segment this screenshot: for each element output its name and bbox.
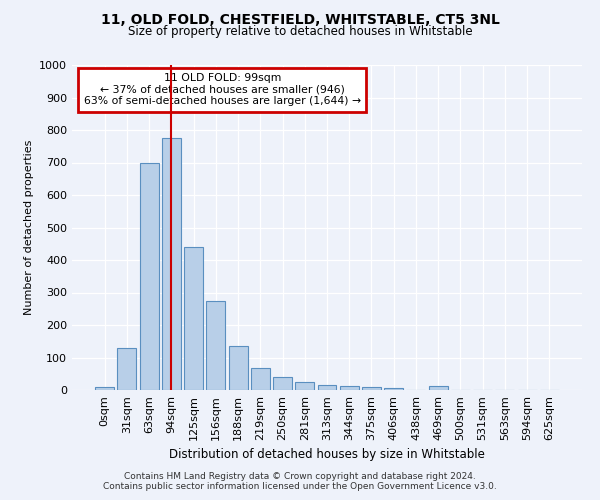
Text: Size of property relative to detached houses in Whitstable: Size of property relative to detached ho… [128, 25, 472, 38]
Text: Contains HM Land Registry data © Crown copyright and database right 2024.: Contains HM Land Registry data © Crown c… [124, 472, 476, 481]
Bar [340, 386, 359, 390]
Bar [140, 162, 158, 390]
Bar [162, 138, 181, 390]
Bar [251, 368, 270, 390]
Bar [273, 377, 292, 390]
Bar [295, 382, 314, 390]
Text: 11, OLD FOLD, CHESTFIELD, WHITSTABLE, CT5 3NL: 11, OLD FOLD, CHESTFIELD, WHITSTABLE, CT… [101, 12, 499, 26]
Bar [362, 387, 381, 390]
Bar [206, 300, 225, 390]
Bar [184, 247, 203, 390]
Bar [429, 386, 448, 390]
X-axis label: Distribution of detached houses by size in Whitstable: Distribution of detached houses by size … [169, 448, 485, 461]
Text: 11 OLD FOLD: 99sqm
← 37% of detached houses are smaller (946)
63% of semi-detach: 11 OLD FOLD: 99sqm ← 37% of detached hou… [84, 73, 361, 106]
Bar [384, 388, 403, 390]
Bar [118, 348, 136, 390]
Bar [95, 388, 114, 390]
Text: Contains public sector information licensed under the Open Government Licence v3: Contains public sector information licen… [103, 482, 497, 491]
Bar [317, 385, 337, 390]
Y-axis label: Number of detached properties: Number of detached properties [23, 140, 34, 315]
Bar [229, 346, 248, 390]
